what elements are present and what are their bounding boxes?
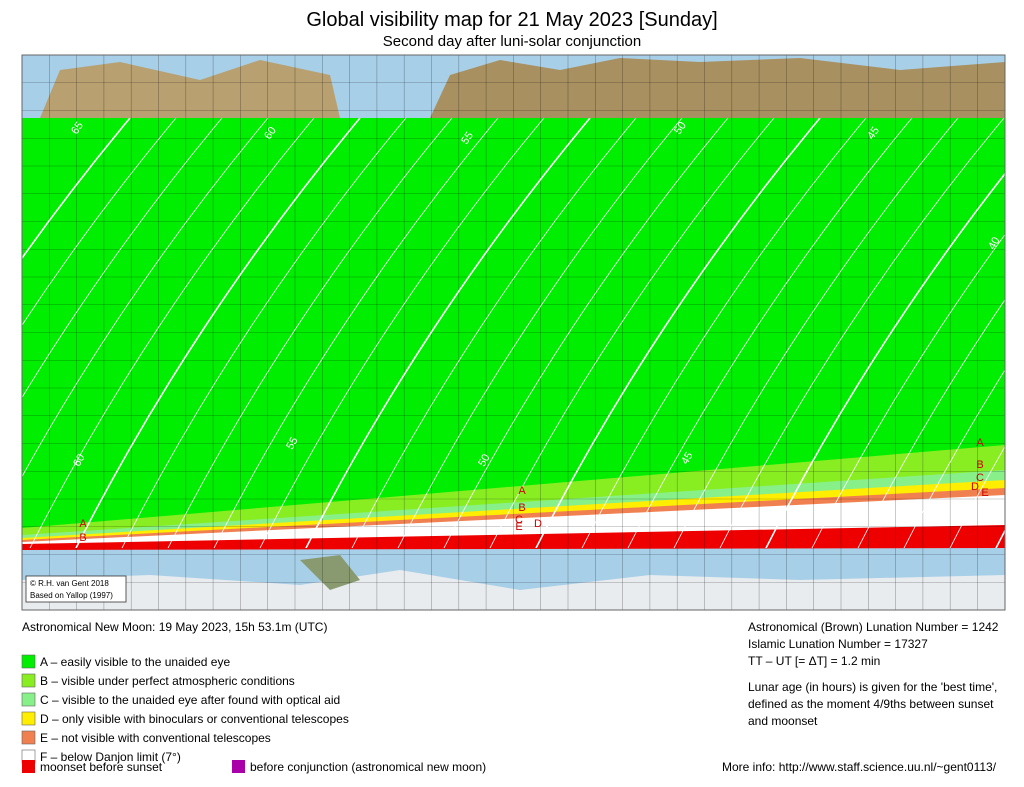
zone-label: D bbox=[971, 481, 979, 493]
contour-line bbox=[22, 118, 177, 326]
legend-label: C – visible to the unaided eye after fou… bbox=[40, 693, 340, 707]
contour-line bbox=[75, 118, 361, 548]
contour-line bbox=[259, 118, 545, 548]
credit: Based on Yallop (1997) bbox=[30, 591, 113, 600]
contour-line bbox=[22, 118, 131, 260]
legend-label: F – below Danjon limit (7°) bbox=[40, 750, 181, 764]
zone-label: C bbox=[976, 472, 984, 484]
grid bbox=[21, 54, 1006, 611]
contour-label: 60 bbox=[262, 125, 279, 142]
legend-label: B – visible under perfect atmospheric co… bbox=[40, 674, 295, 688]
legend-swatch bbox=[232, 760, 245, 773]
contour-line bbox=[949, 445, 1005, 548]
subtitle: Second day after luni-solar conjunction bbox=[383, 33, 642, 50]
contour-label: 60 bbox=[71, 452, 88, 469]
contour-label: 45 bbox=[679, 450, 696, 467]
contour-line bbox=[305, 118, 591, 548]
contour-line bbox=[719, 118, 1005, 548]
legend-swatch bbox=[22, 760, 35, 773]
contour-line bbox=[673, 118, 959, 548]
zone-label: B bbox=[518, 502, 525, 514]
contour-label: 55 bbox=[459, 130, 476, 147]
contour-line bbox=[397, 118, 683, 548]
map-frame bbox=[21, 54, 1006, 611]
title: Global visibility map for 21 May 2023 [S… bbox=[306, 9, 717, 31]
zone-moonset bbox=[22, 525, 1005, 550]
land bbox=[40, 60, 340, 118]
legend-swatch bbox=[21, 654, 36, 669]
zone-label: E bbox=[515, 521, 522, 533]
contour-line bbox=[581, 118, 867, 548]
land bbox=[300, 555, 360, 590]
contour-line bbox=[22, 118, 269, 478]
legend: A – easily visible to the unaided eye B –… bbox=[21, 654, 486, 774]
islamic: Islamic Lunation Number = 17327 bbox=[748, 637, 928, 651]
note: defined as the moment 4/9ths between sun… bbox=[748, 697, 994, 711]
zone-label: A bbox=[976, 437, 984, 449]
legend-label: before conjunction (astronomical new moo… bbox=[250, 760, 486, 774]
contour-line bbox=[903, 369, 1005, 548]
zone-label: C bbox=[515, 514, 523, 526]
contour-label: 45 bbox=[865, 125, 882, 142]
contour-line bbox=[167, 118, 453, 548]
zone-label: B bbox=[976, 459, 983, 471]
land bbox=[430, 58, 1005, 118]
zone-label: D bbox=[534, 518, 542, 530]
credit: © R.H. van Gent 2018 bbox=[30, 579, 109, 588]
legend-label: moonset before sunset bbox=[40, 760, 163, 774]
zone-label: A bbox=[518, 485, 526, 497]
zone-label: B bbox=[79, 532, 86, 544]
contour-label: 55 bbox=[284, 435, 301, 452]
legend-swatch bbox=[21, 730, 36, 745]
contour-line bbox=[857, 299, 1005, 548]
legend-swatch bbox=[21, 692, 36, 707]
zone-label: E bbox=[981, 487, 988, 499]
contour-line bbox=[213, 118, 499, 548]
delta-t: TT – UT [= ΔT] = 1.2 min bbox=[748, 654, 880, 668]
legend-label: A – easily visible to the unaided eye bbox=[40, 655, 230, 669]
contour-line bbox=[535, 118, 821, 548]
new-moon: Astronomical New Moon: 19 May 2023, 15h … bbox=[22, 620, 327, 634]
legend-swatch bbox=[21, 711, 36, 726]
zone-label: A bbox=[79, 518, 87, 530]
contour-line bbox=[22, 118, 223, 399]
contour-line bbox=[121, 118, 407, 548]
contour-line bbox=[443, 118, 729, 548]
credit-box bbox=[25, 575, 127, 603]
contour-line bbox=[811, 233, 1005, 548]
contour-line bbox=[29, 118, 315, 548]
ice bbox=[22, 570, 1005, 610]
legend-label: E – not visible with conventional telesc… bbox=[40, 731, 271, 745]
lunation: Astronomical (Brown) Lunation Number = 1… bbox=[748, 620, 999, 634]
contour-label: 40 bbox=[986, 235, 1003, 252]
legend-label: D – only visible with binoculars or conv… bbox=[40, 712, 349, 726]
contour-line bbox=[627, 118, 913, 548]
contour-label: 50 bbox=[476, 452, 493, 469]
legend-swatch bbox=[21, 673, 36, 688]
contour-line bbox=[351, 118, 637, 548]
contour-label: 50 bbox=[672, 120, 689, 137]
note: and moonset bbox=[748, 714, 818, 728]
note: Lunar age (in hours) is given for the 'b… bbox=[748, 680, 997, 694]
contour-label: 65 bbox=[69, 120, 86, 137]
contour-line bbox=[489, 118, 775, 548]
more-info: More info: http://www.staff.science.uu.n… bbox=[722, 760, 997, 774]
